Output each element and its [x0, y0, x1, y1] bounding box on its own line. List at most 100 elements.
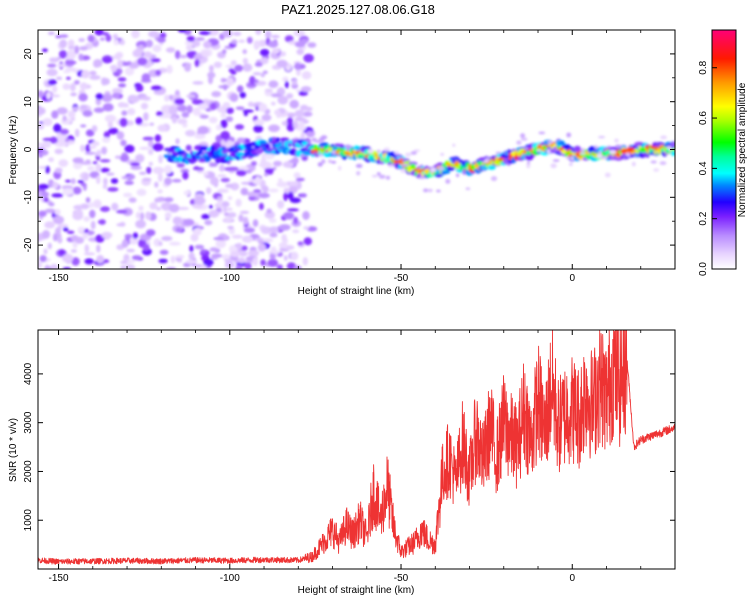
heatmap-cell	[62, 83, 71, 90]
heatmap-cell	[158, 241, 163, 246]
heatmap-cell	[294, 109, 305, 118]
heatmap-cell	[67, 110, 76, 119]
heatmap-cell	[266, 208, 272, 214]
heatmap-cell	[401, 163, 409, 167]
heatmap-cell	[199, 114, 209, 119]
heatmap-cell	[41, 48, 48, 53]
heatmap-cell	[77, 226, 85, 232]
spectrogram-y-tick-label: 10	[23, 96, 34, 108]
heatmap-cell	[236, 137, 246, 143]
heatmap-cell	[61, 185, 74, 190]
heatmap-cell	[287, 112, 296, 118]
heatmap-cell	[95, 93, 104, 100]
heatmap-cell	[282, 212, 295, 220]
heatmap-cell	[235, 242, 243, 250]
snr-y-tick-label: 2000	[23, 460, 34, 483]
heatmap-cell	[275, 137, 280, 142]
heatmap-cell	[157, 173, 163, 182]
heatmap-cell	[236, 169, 247, 177]
heatmap-cell	[99, 159, 111, 163]
heatmap-cell	[277, 200, 285, 209]
heatmap-cell	[127, 108, 136, 116]
heatmap-cell	[78, 93, 88, 102]
heatmap-cell	[220, 77, 226, 83]
heatmap-cell	[659, 161, 667, 166]
heatmap-cell	[294, 62, 301, 71]
heatmap-cell	[183, 190, 191, 196]
heatmap-cell	[172, 178, 182, 183]
heatmap-cell	[413, 149, 421, 152]
heatmap-cell	[268, 80, 279, 88]
heatmap-cell	[54, 209, 61, 216]
heatmap-cell	[446, 166, 456, 171]
heatmap-cell	[105, 34, 112, 42]
heatmap-cell	[438, 166, 444, 171]
heatmap-cell	[59, 34, 69, 38]
heatmap-cell	[625, 152, 631, 156]
heatmap-cell	[331, 160, 337, 164]
heatmap-cell	[170, 255, 176, 264]
heatmap-cell	[75, 209, 84, 217]
heatmap-cell	[299, 193, 307, 198]
heatmap-cell	[186, 45, 193, 51]
heatmap-cell	[490, 176, 498, 182]
heatmap-cell	[231, 234, 243, 239]
heatmap-cell	[169, 241, 181, 246]
heatmap-cell	[128, 95, 140, 103]
heatmap-cell	[145, 211, 152, 220]
colorbar-tick-label: 0.2	[698, 211, 709, 225]
heatmap-cell	[201, 213, 211, 220]
heatmap-cell	[495, 151, 502, 154]
heatmap-cell	[321, 159, 326, 164]
heatmap-cell	[70, 235, 79, 242]
heatmap-cell	[238, 257, 246, 264]
heatmap-cell	[261, 114, 272, 122]
heatmap-cell	[201, 50, 210, 58]
heatmap-cell	[222, 30, 233, 38]
heatmap-cell	[286, 122, 295, 132]
heatmap-cell	[38, 183, 50, 190]
spectrogram-y-tick-label: -10	[23, 190, 34, 205]
heatmap-cell	[303, 226, 310, 230]
heatmap-cell	[99, 206, 111, 213]
heatmap-cell	[157, 124, 168, 132]
heatmap-cell	[208, 116, 218, 124]
heatmap-cell	[161, 236, 173, 241]
heatmap-cell	[200, 249, 207, 254]
heatmap-cell	[124, 144, 135, 153]
heatmap-cell	[186, 105, 193, 114]
heatmap-cell	[176, 163, 185, 168]
heatmap-cell	[525, 147, 529, 150]
heatmap-cell	[278, 242, 288, 249]
heatmap-cell	[58, 50, 68, 59]
heatmap-cell	[77, 180, 85, 184]
heatmap-cell	[209, 247, 219, 252]
heatmap-cell	[252, 257, 258, 267]
heatmap-cell	[164, 94, 170, 102]
heatmap-cell	[119, 39, 125, 46]
heatmap-cell	[174, 98, 185, 105]
heatmap-cell	[38, 233, 43, 242]
heatmap-cell	[70, 178, 76, 185]
heatmap-cell	[101, 231, 113, 239]
heatmap-cell	[78, 38, 85, 42]
snr-x-tick-label: -100	[220, 573, 240, 584]
heatmap-cell	[114, 52, 122, 60]
heatmap-cell	[221, 254, 231, 260]
heatmap-cell	[371, 174, 378, 178]
heatmap-cell	[121, 110, 128, 116]
heatmap-cell	[356, 171, 361, 176]
heatmap-cell	[52, 215, 65, 225]
heatmap-cell	[210, 162, 218, 167]
heatmap-cell	[163, 165, 173, 174]
heatmap-cell	[83, 172, 89, 182]
heatmap-cell	[268, 188, 279, 193]
heatmap-cell	[198, 103, 209, 110]
heatmap-cell	[145, 39, 153, 48]
heatmap-cell	[436, 189, 441, 193]
heatmap-cell	[408, 161, 418, 166]
heatmap-cell	[230, 60, 237, 66]
heatmap-cell	[192, 167, 205, 171]
heatmap-cell	[178, 105, 187, 112]
